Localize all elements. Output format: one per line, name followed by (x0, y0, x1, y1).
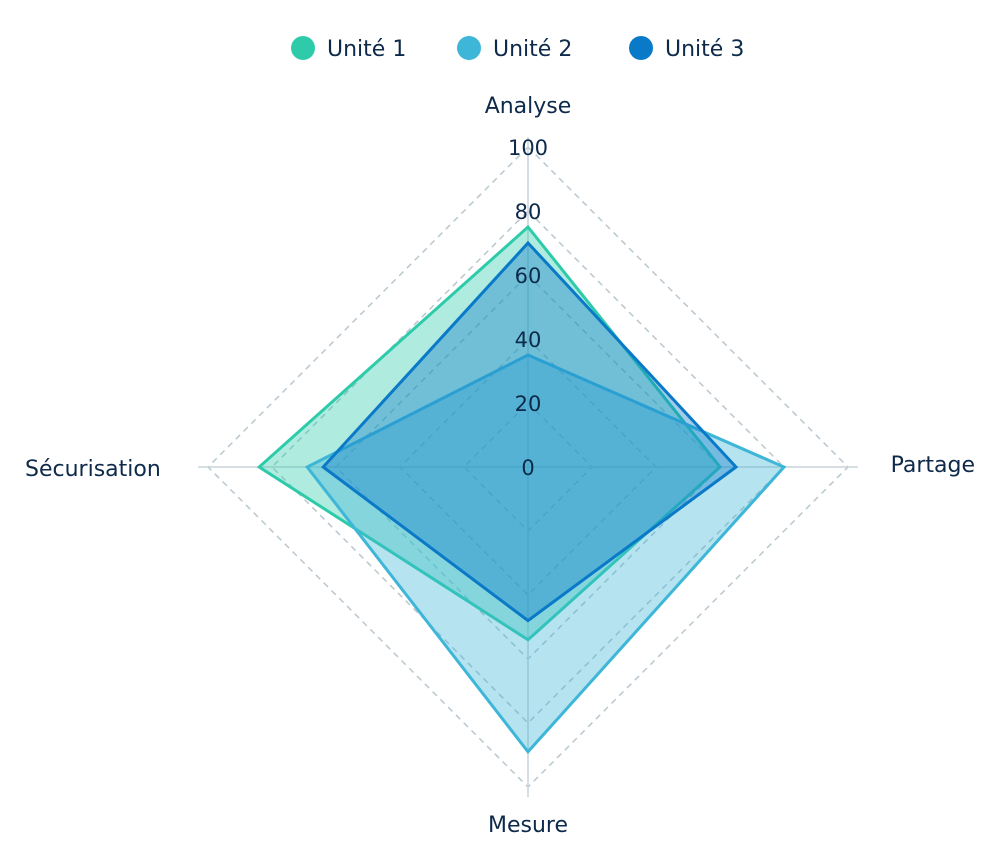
axis-labels: 0 20 40 60 80 100 Analyse Partage Mesure Sécurisa… (25, 94, 975, 838)
legend-label: Unité 2 (493, 37, 572, 62)
axis-label: Mesure (488, 813, 568, 838)
radial-tick-label: 100 (508, 136, 548, 160)
legend-label: Unité 1 (327, 37, 406, 62)
series-area-unite-2 (304, 353, 787, 755)
radial-tick-label: 80 (515, 200, 542, 224)
legend-item-unite-3[interactable]: Unité 3 (629, 36, 744, 62)
radial-tick-label: 60 (515, 264, 542, 288)
radial-tick-label: 0 (521, 456, 534, 480)
legend-marker (629, 36, 653, 60)
legend-label: Unité 3 (665, 37, 744, 62)
axis-label: Sécurisation (25, 457, 161, 482)
legend-marker (291, 36, 315, 60)
axis-label: Partage (891, 453, 975, 478)
series-area-unite-3 (320, 240, 739, 623)
legend-marker (457, 36, 481, 60)
legend: Unité 1 Unité 2 Unité 3 (291, 36, 744, 62)
legend-item-unite-2[interactable]: Unité 2 (457, 36, 572, 62)
axis-label: Analyse (485, 94, 572, 119)
series-layer (256, 224, 787, 755)
radial-tick-label: 20 (515, 392, 542, 416)
legend-item-unite-1[interactable]: Unité 1 (291, 36, 406, 62)
series-area-unite-1 (256, 224, 723, 642)
radial-tick-label: 40 (515, 328, 542, 352)
